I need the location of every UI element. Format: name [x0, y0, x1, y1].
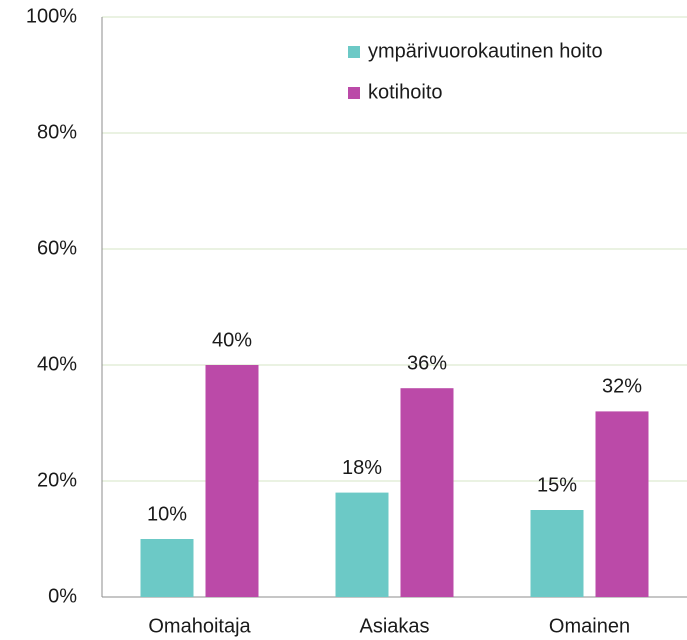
x-tick-label: Asiakas — [359, 615, 429, 637]
y-tick-label: 100% — [26, 5, 77, 27]
legend-swatch — [348, 87, 360, 99]
y-tick-label: 0% — [48, 585, 77, 607]
value-label: 36% — [407, 352, 447, 374]
value-label: 32% — [602, 376, 642, 398]
value-label: 10% — [147, 503, 187, 525]
bar — [530, 510, 584, 597]
legend-label: ympärivuorokautinen hoito — [368, 40, 603, 62]
value-label: 18% — [342, 457, 382, 479]
y-tick-label: 80% — [37, 121, 77, 143]
y-tick-label: 60% — [37, 237, 77, 259]
y-tick-label: 20% — [37, 469, 77, 491]
bar — [400, 388, 454, 597]
bar — [140, 539, 194, 597]
bar — [205, 365, 259, 597]
y-tick-label: 40% — [37, 353, 77, 375]
value-label: 15% — [537, 474, 577, 496]
x-tick-label: Omainen — [549, 615, 630, 637]
bar — [335, 492, 389, 597]
x-tick-label: Omahoitaja — [148, 615, 251, 637]
value-label: 40% — [212, 329, 252, 351]
bar — [595, 411, 649, 597]
legend-swatch — [348, 46, 360, 58]
legend-label: kotihoito — [368, 81, 443, 103]
